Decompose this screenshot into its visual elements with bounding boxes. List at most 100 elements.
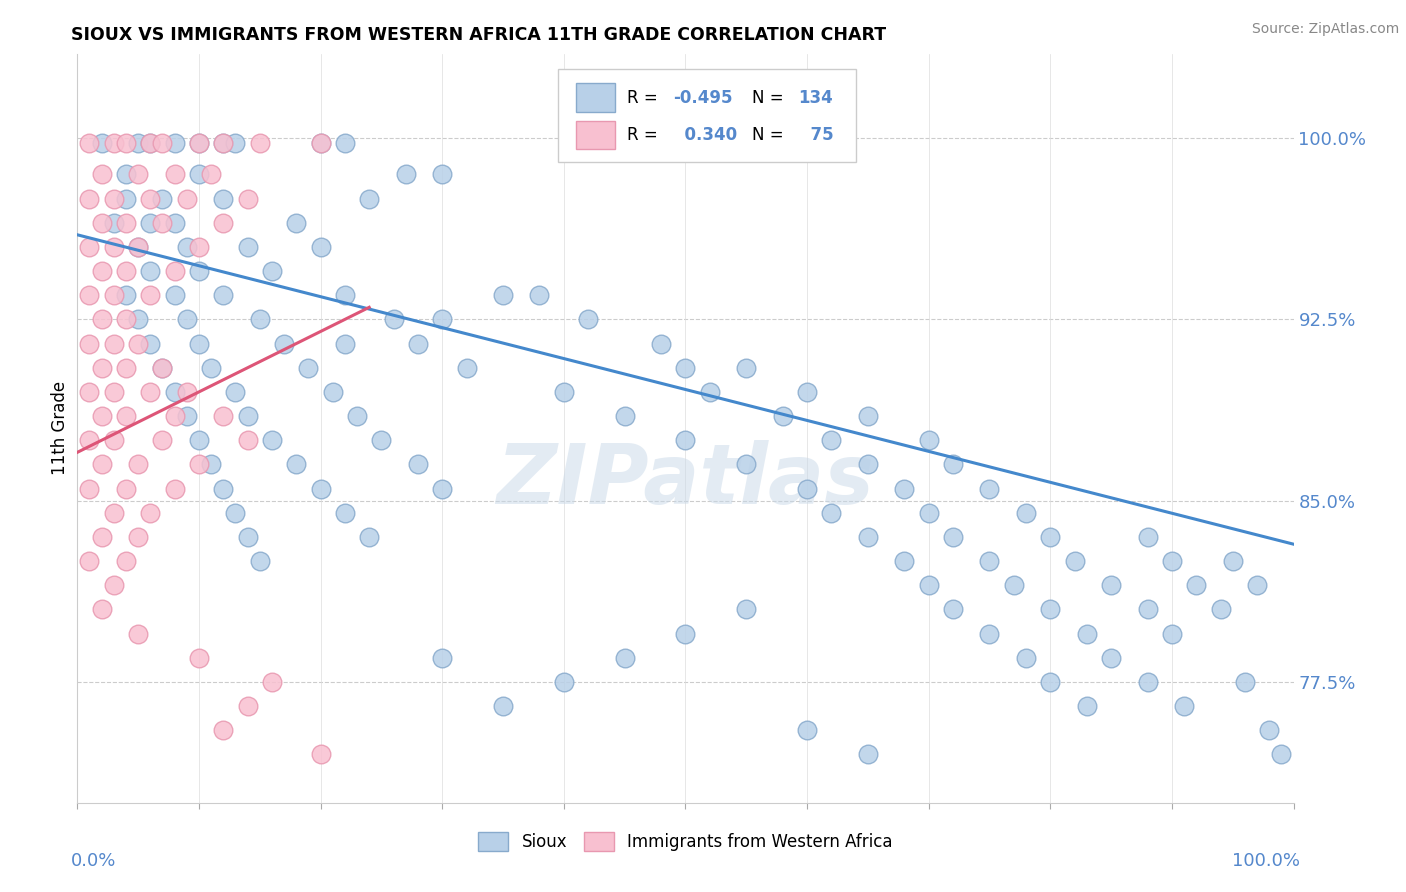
Point [856,409,879,423]
Point [529,288,551,302]
Point [79,554,101,568]
Text: 134: 134 [799,88,834,107]
FancyBboxPatch shape [576,84,614,112]
Text: ZIPatlas: ZIPatlas [496,440,875,521]
FancyBboxPatch shape [576,121,614,150]
Point [90,167,112,181]
Point [772,409,794,423]
Point [115,482,138,496]
Point [188,336,211,351]
Point [918,506,941,520]
Point [309,240,332,254]
Point [163,409,186,423]
Point [163,264,186,278]
Point [322,384,344,399]
Point [212,288,235,302]
Point [188,167,211,181]
Point [430,650,453,665]
Point [249,136,271,150]
Point [212,136,235,150]
Point [236,434,259,448]
Point [163,136,186,150]
Point [163,288,186,302]
Point [406,458,429,472]
Point [139,336,162,351]
Point [224,506,246,520]
Point [406,336,429,351]
Text: 0.340: 0.340 [673,126,737,145]
Point [297,360,319,375]
Point [79,136,101,150]
Point [90,264,112,278]
Point [285,458,308,472]
Point [103,434,125,448]
Point [1136,602,1159,616]
Point [979,554,1001,568]
Point [176,192,198,206]
Point [188,264,211,278]
Point [1015,650,1038,665]
Point [820,506,842,520]
Point [918,434,941,448]
Point [127,626,149,640]
Point [1099,650,1122,665]
Point [260,675,283,690]
Point [103,288,125,302]
Point [224,384,246,399]
Point [103,216,125,230]
Point [613,650,636,665]
Point [796,482,818,496]
Point [382,312,405,326]
Point [942,602,965,616]
Point [675,360,697,375]
Point [285,216,308,230]
Point [212,409,235,423]
Point [79,384,101,399]
Point [163,384,186,399]
Point [1161,626,1184,640]
Point [163,482,186,496]
Text: SIOUX VS IMMIGRANTS FROM WESTERN AFRICA 11TH GRADE CORRELATION CHART: SIOUX VS IMMIGRANTS FROM WESTERN AFRICA … [72,26,886,44]
Point [395,167,418,181]
Point [456,360,478,375]
Y-axis label: 11th Grade: 11th Grade [51,381,69,475]
Point [346,409,368,423]
Point [309,747,332,762]
Point [79,240,101,254]
Point [152,360,174,375]
Point [212,136,235,150]
Point [1233,675,1256,690]
Point [260,434,283,448]
Point [163,167,186,181]
Point [103,506,125,520]
Point [273,336,295,351]
Point [139,136,162,150]
Point [1246,578,1268,592]
Point [370,434,392,448]
Text: Source: ZipAtlas.com: Source: ZipAtlas.com [1251,22,1399,37]
Point [79,434,101,448]
Point [249,312,271,326]
Point [492,288,515,302]
Point [115,360,138,375]
Point [139,264,162,278]
Point [942,530,965,544]
Point [212,216,235,230]
Text: 75: 75 [799,126,834,145]
Point [333,288,356,302]
Text: N =: N = [752,126,789,145]
Point [430,312,453,326]
Point [115,312,138,326]
Point [893,554,915,568]
Point [1136,675,1159,690]
Point [650,336,672,351]
Point [79,336,101,351]
Point [115,136,138,150]
Point [139,384,162,399]
Point [163,216,186,230]
Point [90,409,112,423]
Text: 100.0%: 100.0% [1232,852,1299,870]
Point [139,506,162,520]
Point [1076,626,1098,640]
Point [188,136,211,150]
